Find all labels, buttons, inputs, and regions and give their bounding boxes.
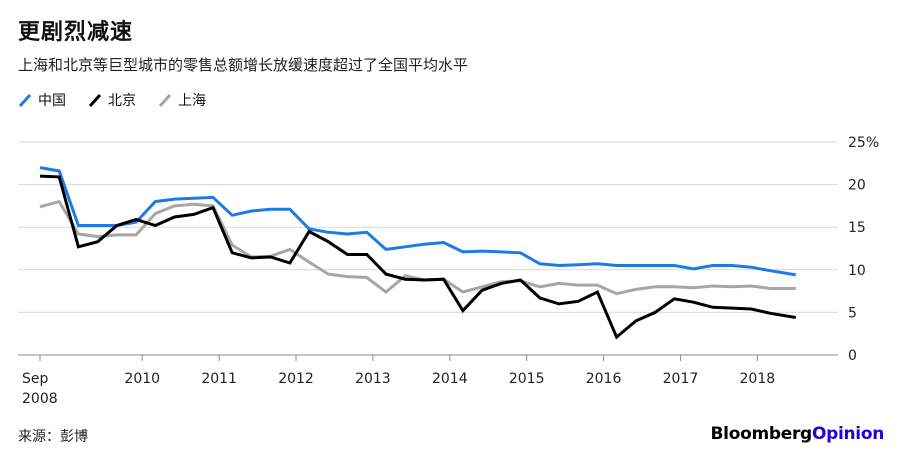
y-tick-label: 20 bbox=[848, 178, 866, 194]
y-tick-label: 0 bbox=[848, 348, 857, 364]
x-tick-label: 2014 bbox=[432, 371, 468, 387]
y-tick-label: 15 bbox=[848, 220, 866, 236]
legend-swatch-shanghai-icon bbox=[158, 93, 172, 107]
x-tick-label: 2010 bbox=[124, 371, 160, 387]
x-tick-label: 2017 bbox=[663, 371, 699, 387]
source-note: 来源：彭博 bbox=[18, 429, 88, 445]
series-line-beijing bbox=[39, 174, 797, 340]
legend-label-beijing: 北京 bbox=[108, 93, 136, 109]
x-tick-label: 2018 bbox=[740, 371, 776, 387]
brand-logo: BloombergOpinion bbox=[710, 424, 885, 444]
legend-item-shanghai: 上海 bbox=[158, 90, 206, 110]
series-line-shanghai bbox=[39, 199, 796, 296]
x-tick-label: 2015 bbox=[509, 371, 545, 387]
x-tick-label: 2016 bbox=[586, 371, 622, 387]
x-tick-label: 2013 bbox=[355, 371, 391, 387]
x-tick-label: 2012 bbox=[278, 371, 314, 387]
legend-item-beijing: 北京 bbox=[88, 90, 136, 110]
chart-title: 更剧烈减速 bbox=[18, 20, 134, 45]
y-tick-label: 25% bbox=[848, 135, 879, 151]
legend-swatch-china-icon bbox=[18, 93, 32, 107]
y-tick-label: 5 bbox=[848, 305, 857, 321]
x-tick-label: 2011 bbox=[201, 371, 237, 387]
chart-subtitle: 上海和北京等巨型城市的零售总额增长放缓速度超过了全国平均水平 bbox=[18, 56, 469, 74]
legend: 中国 北京 上海 bbox=[18, 90, 228, 110]
legend-item-china: 中国 bbox=[18, 90, 66, 110]
x-tick-label: Sep bbox=[22, 371, 49, 387]
legend-label-shanghai: 上海 bbox=[178, 93, 206, 109]
legend-label-china: 中国 bbox=[38, 93, 66, 109]
y-tick-label: 10 bbox=[848, 263, 866, 279]
legend-swatch-beijing-icon bbox=[88, 93, 102, 107]
x-tick-label: 2008 bbox=[22, 391, 58, 407]
series-line-china bbox=[39, 166, 797, 277]
